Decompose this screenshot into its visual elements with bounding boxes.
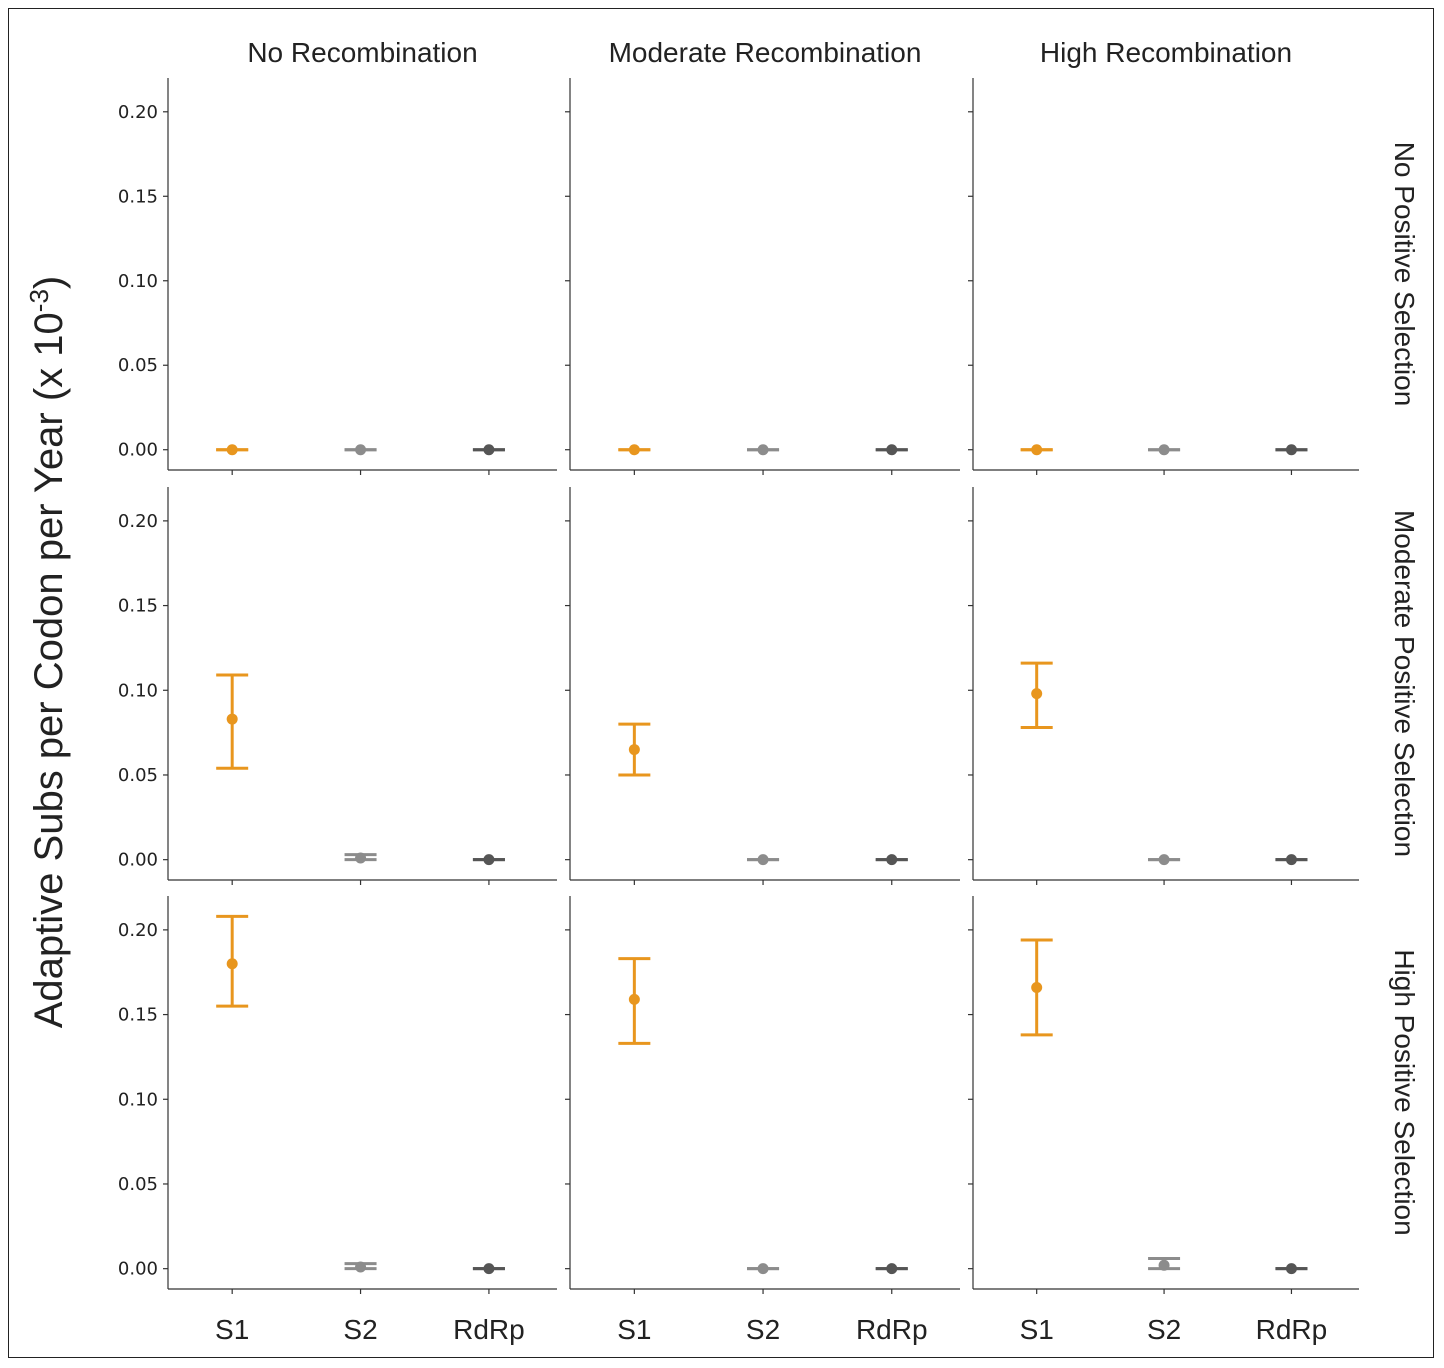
point-marker <box>757 854 769 866</box>
point-marker <box>757 444 769 456</box>
data-point-s1 <box>1020 444 1053 456</box>
point-marker <box>483 854 495 866</box>
row-title-3: High Positive Selection <box>1389 949 1420 1235</box>
data-point-rdrp <box>875 1263 908 1275</box>
data-point-s2 <box>1148 444 1181 456</box>
point-marker <box>628 444 640 456</box>
point-marker <box>355 1261 367 1273</box>
column-title-2: Moderate Recombination <box>609 37 922 68</box>
y-tick-label: 0.00 <box>118 850 158 871</box>
x-tick-label: S2 <box>1147 1314 1181 1345</box>
x-tick-label: S1 <box>1020 1314 1054 1345</box>
point-marker <box>757 1263 769 1275</box>
data-point-rdrp <box>472 1263 505 1275</box>
y-tick-label: 0.20 <box>118 102 158 123</box>
x-tick-label: S2 <box>746 1314 780 1345</box>
point-marker <box>355 852 367 864</box>
data-point-s1 <box>618 722 651 777</box>
data-point-s1 <box>618 957 651 1045</box>
data-point-rdrp <box>472 444 505 456</box>
figure-frame <box>8 8 1434 1358</box>
data-point-rdrp <box>1275 1263 1308 1275</box>
point-marker <box>886 444 898 456</box>
point-marker <box>1158 1259 1170 1271</box>
data-point-s1 <box>216 673 249 770</box>
x-tick-label: S1 <box>215 1314 249 1345</box>
point-marker <box>226 713 238 725</box>
y-tick-label: 0.10 <box>118 680 158 701</box>
data-point-s2 <box>1148 854 1181 866</box>
row-title-2: Moderate Positive Selection <box>1389 510 1420 857</box>
y-tick-label: 0.00 <box>118 440 158 461</box>
y-tick-label: 0.20 <box>118 511 158 532</box>
x-tick-label: S2 <box>343 1314 377 1345</box>
point-marker <box>1285 1263 1297 1275</box>
y-axis-label: Adaptive Subs per Codon per Year (x 10-3… <box>24 276 71 1029</box>
y-tick-label: 0.05 <box>118 1174 158 1195</box>
data-point-s1 <box>1020 938 1053 1037</box>
data-point-s1 <box>1020 661 1053 730</box>
y-tick-label: 0.05 <box>118 355 158 376</box>
data-point-s2 <box>344 852 377 864</box>
point-marker <box>1285 444 1297 456</box>
data-point-s2 <box>747 444 780 456</box>
data-point-rdrp <box>472 854 505 866</box>
point-marker <box>628 993 640 1005</box>
data-point-rdrp <box>875 854 908 866</box>
column-title-3: High Recombination <box>1040 37 1292 68</box>
data-point-s1 <box>216 914 249 1008</box>
data-point-s2 <box>344 444 377 456</box>
y-tick-label: 0.20 <box>118 920 158 941</box>
y-tick-label: 0.10 <box>118 1089 158 1110</box>
y-tick-label: 0.15 <box>118 186 158 207</box>
point-marker <box>886 1263 898 1275</box>
data-point-rdrp <box>1275 444 1308 456</box>
data-point-rdrp <box>875 444 908 456</box>
point-marker <box>1285 854 1297 866</box>
point-marker <box>1031 444 1043 456</box>
point-marker <box>226 958 238 970</box>
point-marker <box>1158 854 1170 866</box>
data-point-s2 <box>1148 1257 1181 1271</box>
point-marker <box>1158 444 1170 456</box>
point-marker <box>628 744 640 756</box>
point-marker <box>886 854 898 866</box>
y-tick-label: 0.15 <box>118 1005 158 1026</box>
data-point-rdrp <box>1275 854 1308 866</box>
point-marker <box>355 444 367 456</box>
row-title-1: No Positive Selection <box>1389 142 1420 407</box>
data-point-s1 <box>618 444 651 456</box>
point-marker <box>483 444 495 456</box>
x-tick-label: RdRp <box>453 1314 525 1345</box>
data-point-s2 <box>344 1261 377 1273</box>
data-point-s2 <box>747 854 780 866</box>
x-tick-label: S1 <box>617 1314 651 1345</box>
y-tick-label: 0.15 <box>118 596 158 617</box>
y-tick-label: 0.10 <box>118 271 158 292</box>
y-tick-label: 0.00 <box>118 1259 158 1280</box>
column-title-1: No Recombination <box>247 37 477 68</box>
point-marker <box>1031 981 1043 993</box>
y-tick-label: 0.05 <box>118 765 158 786</box>
x-tick-label: RdRp <box>1256 1314 1328 1345</box>
x-tick-label: RdRp <box>856 1314 928 1345</box>
point-marker <box>483 1263 495 1275</box>
data-point-s1 <box>216 444 249 456</box>
point-marker <box>1031 688 1043 700</box>
point-marker <box>226 444 238 456</box>
data-point-s2 <box>747 1263 780 1275</box>
